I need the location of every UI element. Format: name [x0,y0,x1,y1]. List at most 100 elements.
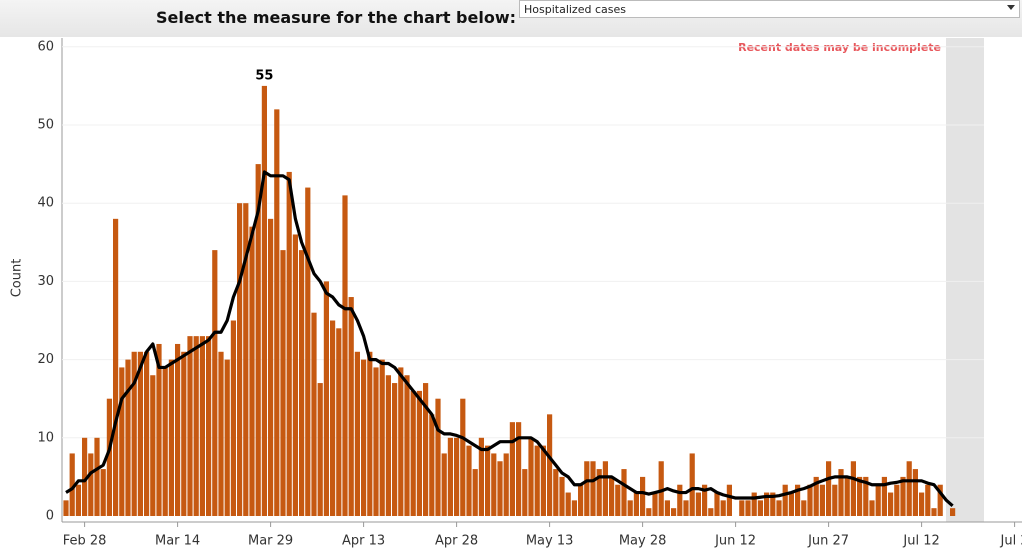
bar [385,375,391,516]
bar [751,492,757,516]
bar [689,453,695,516]
y-axis-label: Count [10,259,25,298]
x-tick-label: Mar 14 [155,534,200,549]
bar [243,203,249,516]
bar [534,445,540,516]
bar [919,492,925,516]
bar [875,484,881,516]
bar [404,375,410,516]
bar [801,500,807,516]
bar [361,359,367,516]
bar [950,508,956,516]
bar [88,453,94,516]
bar [633,492,639,516]
bar [292,234,298,517]
bar [354,351,360,516]
bar [640,476,646,516]
bar [212,250,218,516]
bar [745,500,751,516]
bar [590,461,596,516]
bar [423,383,429,516]
bar [218,351,224,516]
bar [894,484,900,516]
bar [553,469,559,516]
bar [522,469,528,516]
bar [497,461,503,516]
bar [857,476,863,516]
bar [509,422,515,516]
bar [392,383,398,516]
bar [832,484,838,516]
bar [652,492,658,516]
bar [150,375,156,516]
x-tick-label: Mar 29 [248,534,293,549]
bar [596,469,602,516]
bar [330,320,336,516]
bar [63,500,69,516]
bar [94,437,100,516]
bar [528,437,534,516]
bar [720,500,726,516]
bar [317,383,323,516]
bar [881,476,887,516]
bar [441,453,447,516]
bar [807,484,813,516]
y-tick-label: 30 [37,274,54,289]
bar [491,453,497,516]
bar [466,445,472,516]
bar [627,500,633,516]
bar [925,484,931,516]
bar [187,336,193,516]
bar [429,414,435,516]
measure-dropdown[interactable]: Hospitalized cases [519,0,1020,18]
bar [261,85,267,517]
bar [100,469,106,516]
bar [565,492,571,516]
bar [181,351,187,516]
bar [708,508,714,516]
y-tick-label: 40 [37,196,54,211]
bar [255,164,261,516]
bar [311,312,317,516]
bar [912,469,918,516]
y-tick-label: 10 [37,430,54,445]
y-tick-label: 50 [37,118,54,133]
bar [162,367,168,516]
bar [757,500,763,516]
bar [770,492,776,516]
bar [305,187,311,516]
bar [788,492,794,516]
bar [447,437,453,516]
bar [268,218,274,516]
bar [900,476,906,516]
bar [168,359,174,516]
bar [230,320,236,516]
bar [106,398,112,516]
bar [299,250,305,516]
bar [776,500,782,516]
bar [621,469,627,516]
bar [237,203,243,516]
bar [714,492,720,516]
dropdown-arrow [1007,5,1015,10]
bar [602,461,608,516]
x-tick-label: Jun 12 [714,534,756,549]
bar [937,484,943,516]
bar [416,390,422,516]
y-tick-label: 60 [37,39,54,54]
bar [646,508,652,516]
bar [336,328,342,516]
bar [888,492,894,516]
bar [119,367,125,516]
bar [175,343,181,516]
measure-prompt: Select the measure for the chart below: [155,8,516,27]
bar [795,484,801,516]
bar [739,500,745,516]
bar [683,500,689,516]
bar [540,445,546,516]
bar [782,484,788,516]
bar [348,297,354,516]
x-tick-label: Jul 2 [1000,534,1022,549]
bar [206,336,212,516]
